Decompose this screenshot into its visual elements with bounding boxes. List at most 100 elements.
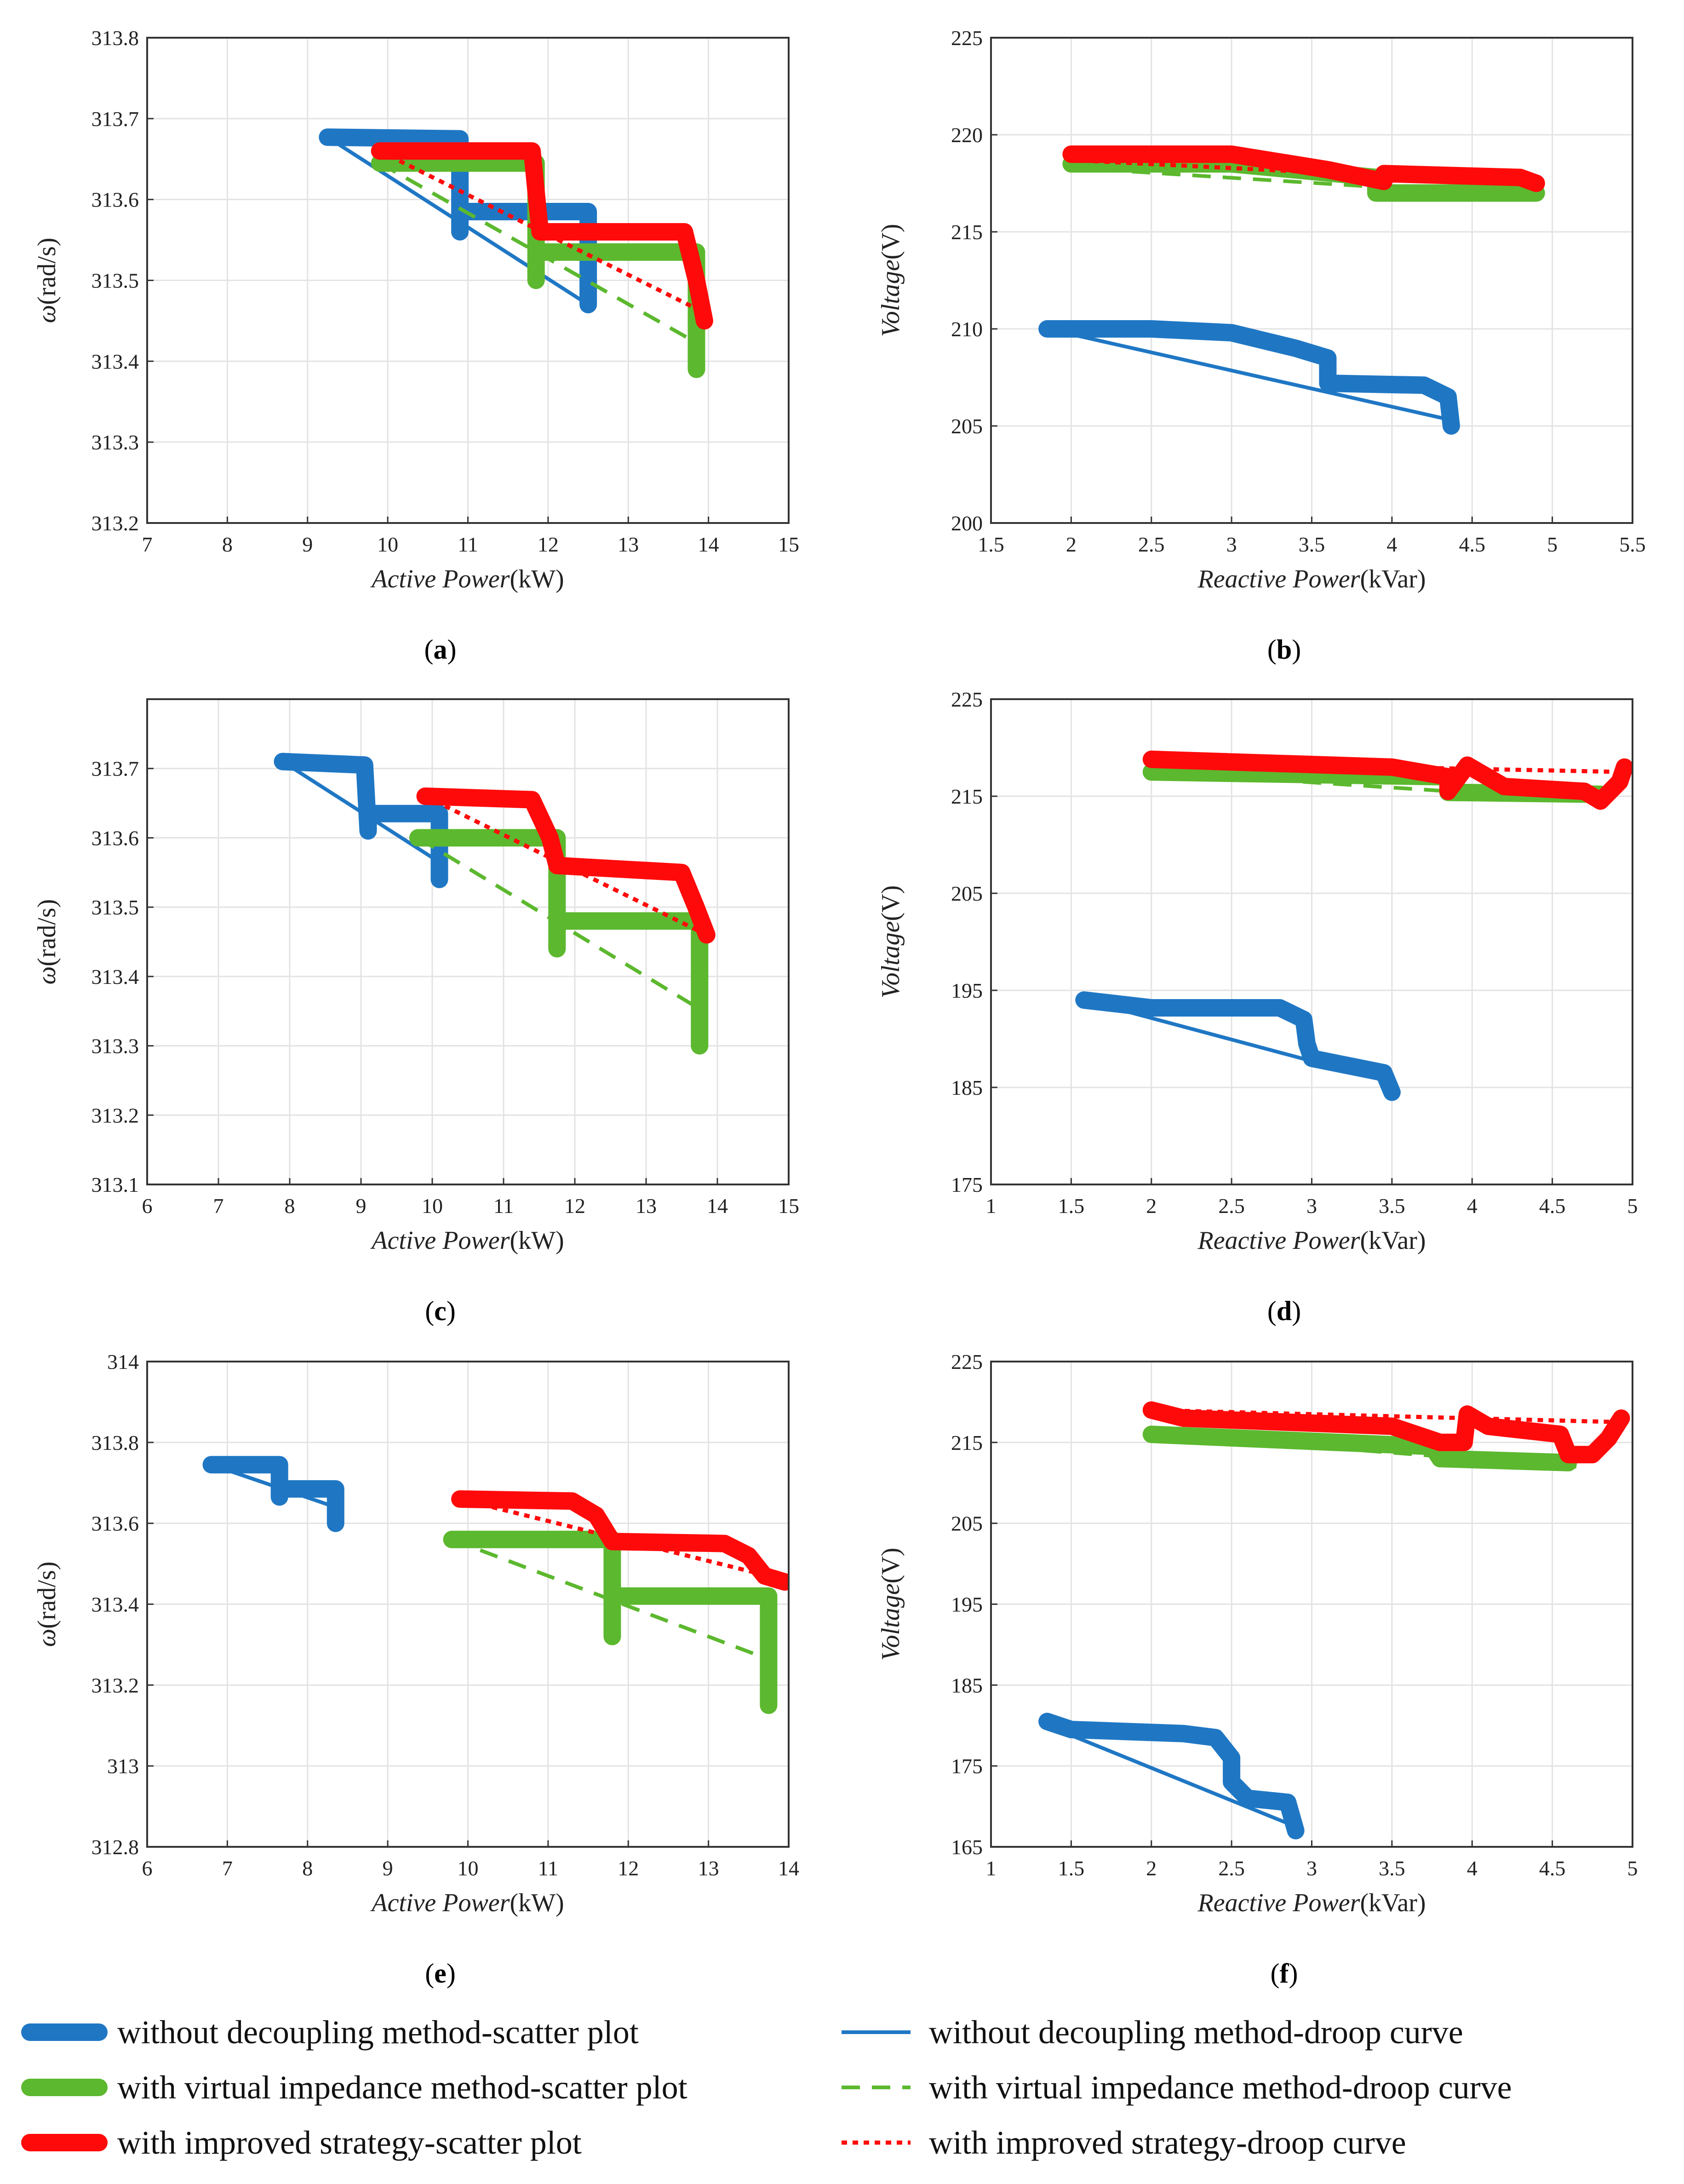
y-tick-label: 313.4	[92, 965, 139, 989]
series-scatter_improved	[1062, 145, 1545, 192]
x-tick-label: 1.5	[1058, 1194, 1085, 1218]
legend-label: with improved strategy-scatter plot	[117, 2124, 582, 2161]
panel-label: (a)	[424, 634, 457, 665]
series-droop_without	[211, 1463, 337, 1509]
series-group	[202, 1456, 789, 1714]
series-group	[1038, 145, 1545, 435]
y-tick-label: 210	[951, 317, 983, 341]
x-tick-label: 13	[618, 533, 639, 556]
chart-panels: 7 8 9 10 11 12 13 14 15313.2313.3313.4313.5313.6…	[33, 26, 1646, 1989]
x-axis-label: Active Power(kW)	[370, 1226, 564, 1255]
x-tick-label: 5	[1627, 1194, 1638, 1218]
chart-d: 1 1.5 2 2.5 3 3.5 4 4.5 5 175 185 195 205 215 225 React…	[876, 688, 1638, 1326]
x-tick-label: 6	[142, 1194, 153, 1218]
x-tick-label: 9	[302, 533, 313, 556]
x-tick-label: 2	[1146, 1194, 1157, 1218]
legend-item-droop_virtual: with virtual impedance method-droop curv…	[842, 2069, 1512, 2106]
x-tick-label: 4	[1467, 1194, 1478, 1218]
legend-label: with virtual impedance method-scatter pl…	[117, 2069, 687, 2106]
x-tick-label: 9	[356, 1194, 367, 1218]
x-tick-label: 7	[213, 1194, 224, 1218]
series-group	[1075, 750, 1632, 1101]
x-tick-label: 1.5	[1058, 1856, 1085, 1880]
series-droop_improved	[378, 149, 705, 315]
chart-c: 6 7 8 9 10 11 12 13 14 15 313.1 313.2 313.3 313.4 313.…	[33, 698, 799, 1326]
x-tick-label: 13	[636, 1194, 657, 1218]
series-scatter_virtual	[1142, 1425, 1577, 1471]
y-tick-label: 215	[951, 785, 983, 808]
y-axis-label: ω(rad/s)	[33, 899, 61, 985]
x-tick-label: 1	[986, 1856, 997, 1880]
y-tick-label: 313.6	[92, 188, 139, 212]
x-tick-label: 1.5	[978, 533, 1004, 556]
panel-label: (b)	[1267, 634, 1301, 665]
y-tick-label: 313.1	[92, 1173, 139, 1196]
y-tick-label: 205	[951, 1512, 983, 1535]
y-axis-label: Voltage(V)	[876, 224, 905, 337]
x-tick-label: 5.5	[1619, 533, 1646, 556]
y-tick-label: 205	[951, 882, 983, 905]
panel-label: (c)	[425, 1296, 456, 1326]
panel-label: (f)	[1271, 1958, 1298, 1989]
y-tick-label: 313.4	[92, 1593, 139, 1616]
x-tick-label: 9	[383, 1856, 393, 1880]
y-tick-label: 175	[951, 1754, 983, 1778]
y-axis-label: Voltage(V)	[876, 885, 905, 999]
legend-label: without decoupling method-droop curve	[929, 2014, 1463, 2051]
y-tick-label: 313.5	[92, 269, 139, 293]
x-tick-label: 12	[564, 1194, 585, 1218]
x-tick-label: 11	[458, 533, 478, 556]
y-tick-label: 200	[951, 512, 983, 535]
x-tick-label: 4	[1467, 1856, 1478, 1880]
x-axis-label: Active Power(kW)	[370, 565, 564, 593]
x-tick-label: 14	[778, 1856, 799, 1880]
y-axis-label: ω(rad/s)	[33, 238, 61, 323]
series-scatter_virtual	[409, 829, 709, 1055]
y-tick-label: 313.4	[92, 350, 139, 373]
x-axis-label: Reactive Power(kVar)	[1197, 1226, 1426, 1255]
series-scatter_improved	[1142, 1401, 1630, 1464]
series-scatter_without	[1038, 320, 1460, 435]
legend-label: with virtual impedance method-droop curv…	[929, 2069, 1512, 2106]
legend-item-scatter_without: without decoupling method-scatter plot	[21, 2014, 639, 2051]
legend-item-scatter_virtual: with virtual impedance method-scatter pl…	[21, 2069, 687, 2106]
series-scatter_improved	[1142, 750, 1632, 810]
x-tick-label: 15	[778, 533, 799, 556]
series-droop_virtual	[1071, 166, 1537, 199]
x-tick-label: 14	[698, 533, 719, 556]
y-axis-label: Voltage(V)	[876, 1548, 905, 1661]
legend-label: with improved strategy-droop curve	[929, 2124, 1406, 2161]
x-tick-label: 2	[1066, 533, 1077, 556]
x-axis-label: Reactive Power(kVar)	[1197, 565, 1426, 593]
x-tick-label: 10	[377, 533, 398, 556]
y-tick-label: 313.3	[92, 1035, 139, 1058]
series-scatter_improved	[371, 142, 713, 330]
x-tick-label: 2.5	[1218, 1194, 1245, 1218]
series-droop_virtual	[417, 836, 705, 1013]
series-group	[1038, 1401, 1630, 1839]
series-droop_virtual	[1151, 1432, 1577, 1469]
y-tick-label: 313.3	[92, 431, 139, 454]
plot-area	[147, 699, 789, 1184]
legend-label: without decoupling method-scatter plot	[117, 2014, 639, 2051]
x-axis-label: Active Power(kW)	[370, 1889, 564, 1917]
series-group	[319, 128, 713, 378]
y-tick-label: 225	[951, 688, 983, 711]
x-tick-label: 10	[458, 1856, 479, 1880]
series-scatter_without	[274, 753, 448, 888]
x-tick-label: 4	[1386, 533, 1397, 556]
panel-label: (e)	[425, 1958, 456, 1989]
y-tick-label: 313.8	[92, 1431, 139, 1454]
x-tick-label: 10	[422, 1194, 443, 1218]
y-tick-label: 313	[107, 1754, 139, 1778]
series-droop_without	[1046, 1724, 1297, 1828]
y-tick-label: 314	[107, 1350, 139, 1374]
chart-f: 1 1.5 2 2.5 3 3.5 4 4.5 5 165 175 185 195 205 215 225 Re…	[876, 1350, 1638, 1989]
panel-label: (d)	[1267, 1296, 1301, 1326]
x-axis-label: Reactive Power(kVar)	[1197, 1889, 1426, 1917]
x-tick-label: 11	[538, 1856, 558, 1880]
series-droop_virtual	[378, 161, 702, 347]
axes-frame	[146, 698, 790, 1185]
chart-e: 6 7 8 9 10 11 12 13 14 312.8 313 313.2 313.4 313.6 313…	[33, 1350, 799, 1989]
